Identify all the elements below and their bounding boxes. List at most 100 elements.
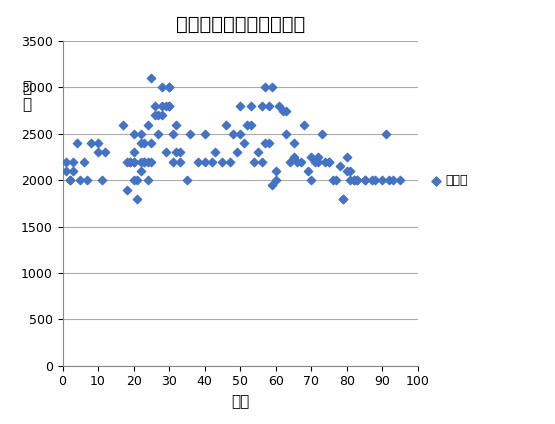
慰謝料 — [129, 158, 138, 165]
慰謝料 — [243, 121, 252, 128]
慰謝料 — [314, 158, 323, 165]
慰謝料 — [69, 158, 78, 165]
慰謝料 — [129, 158, 138, 165]
慰謝料 — [246, 121, 255, 128]
慰謝料 — [385, 177, 394, 184]
慰謝料 — [140, 158, 149, 165]
慰謝料 — [279, 107, 287, 114]
慰謝料 — [396, 177, 405, 184]
慰謝料 — [158, 84, 166, 91]
慰謝料 — [310, 158, 319, 165]
慰謝料 — [143, 121, 152, 128]
慰謝料 — [193, 158, 202, 165]
慰謝料 — [137, 131, 145, 137]
慰謝料 — [154, 112, 163, 119]
慰謝料 — [147, 75, 156, 81]
慰謝料 — [225, 158, 234, 165]
慰謝料 — [257, 103, 266, 109]
慰謝料 — [342, 153, 351, 160]
慰謝料 — [150, 103, 159, 109]
慰謝料 — [367, 177, 376, 184]
慰謝料 — [165, 84, 174, 91]
慰謝料 — [147, 140, 156, 147]
慰謝料 — [165, 103, 174, 109]
慰謝料 — [147, 158, 156, 165]
慰謝料 — [239, 140, 248, 147]
慰謝料 — [186, 131, 195, 137]
慰謝料 — [353, 177, 362, 184]
慰謝料 — [94, 140, 103, 147]
慰謝料 — [125, 158, 134, 165]
慰謝料 — [264, 103, 273, 109]
Title: 死亡慰謝料と年齢の関係: 死亡慰謝料と年齢の関係 — [175, 15, 305, 34]
慰謝料 — [371, 177, 380, 184]
慰謝料 — [161, 103, 170, 109]
慰謝料 — [257, 158, 266, 165]
慰謝料 — [360, 177, 369, 184]
慰謝料 — [303, 167, 312, 174]
慰謝料 — [83, 177, 92, 184]
慰謝料 — [140, 158, 149, 165]
慰謝料 — [137, 167, 145, 174]
慰謝料 — [208, 158, 216, 165]
慰謝料 — [65, 177, 74, 184]
慰謝料 — [328, 177, 337, 184]
慰謝料 — [158, 103, 166, 109]
慰謝料 — [289, 153, 298, 160]
慰謝料 — [87, 140, 95, 147]
慰謝料 — [268, 181, 276, 188]
慰謝料 — [97, 177, 106, 184]
Y-axis label: 万
円: 万 円 — [23, 80, 32, 112]
慰謝料 — [158, 112, 166, 119]
慰謝料 — [143, 158, 152, 165]
慰謝料 — [168, 131, 177, 137]
慰謝料 — [183, 177, 191, 184]
慰謝料 — [154, 131, 163, 137]
慰謝料 — [353, 177, 362, 184]
慰謝料 — [168, 158, 177, 165]
慰謝料 — [122, 158, 131, 165]
慰謝料 — [271, 177, 280, 184]
慰謝料 — [314, 153, 323, 160]
慰謝料 — [137, 140, 145, 147]
慰謝料 — [246, 103, 255, 109]
慰謝料 — [218, 158, 227, 165]
慰謝料 — [129, 131, 138, 137]
慰謝料 — [360, 177, 369, 184]
慰謝料 — [161, 149, 170, 156]
慰謝料 — [261, 84, 270, 91]
慰謝料 — [254, 149, 263, 156]
慰謝料 — [236, 103, 245, 109]
慰謝料 — [129, 149, 138, 156]
慰謝料 — [172, 121, 181, 128]
慰謝料 — [94, 149, 103, 156]
慰謝料 — [292, 158, 301, 165]
慰謝料 — [62, 167, 70, 174]
慰謝料 — [211, 149, 220, 156]
慰謝料 — [200, 131, 209, 137]
慰謝料 — [133, 177, 142, 184]
慰謝料 — [317, 131, 326, 137]
慰謝料 — [321, 158, 330, 165]
慰謝料 — [264, 140, 273, 147]
慰謝料 — [125, 158, 134, 165]
慰謝料 — [175, 149, 184, 156]
慰謝料 — [339, 195, 347, 202]
慰謝料 — [69, 167, 78, 174]
慰謝料 — [250, 158, 259, 165]
慰謝料 — [165, 84, 174, 91]
慰謝料 — [133, 195, 142, 202]
慰謝料 — [378, 177, 387, 184]
慰謝料 — [350, 177, 359, 184]
慰謝料 — [307, 153, 316, 160]
慰謝料 — [236, 131, 245, 137]
慰謝料 — [325, 158, 334, 165]
慰謝料 — [200, 158, 209, 165]
慰謝料 — [275, 103, 284, 109]
慰謝料 — [175, 158, 184, 165]
慰謝料 — [282, 131, 291, 137]
慰謝料 — [285, 158, 294, 165]
慰謝料 — [388, 177, 397, 184]
慰謝料 — [282, 107, 291, 114]
慰謝料 — [300, 121, 309, 128]
